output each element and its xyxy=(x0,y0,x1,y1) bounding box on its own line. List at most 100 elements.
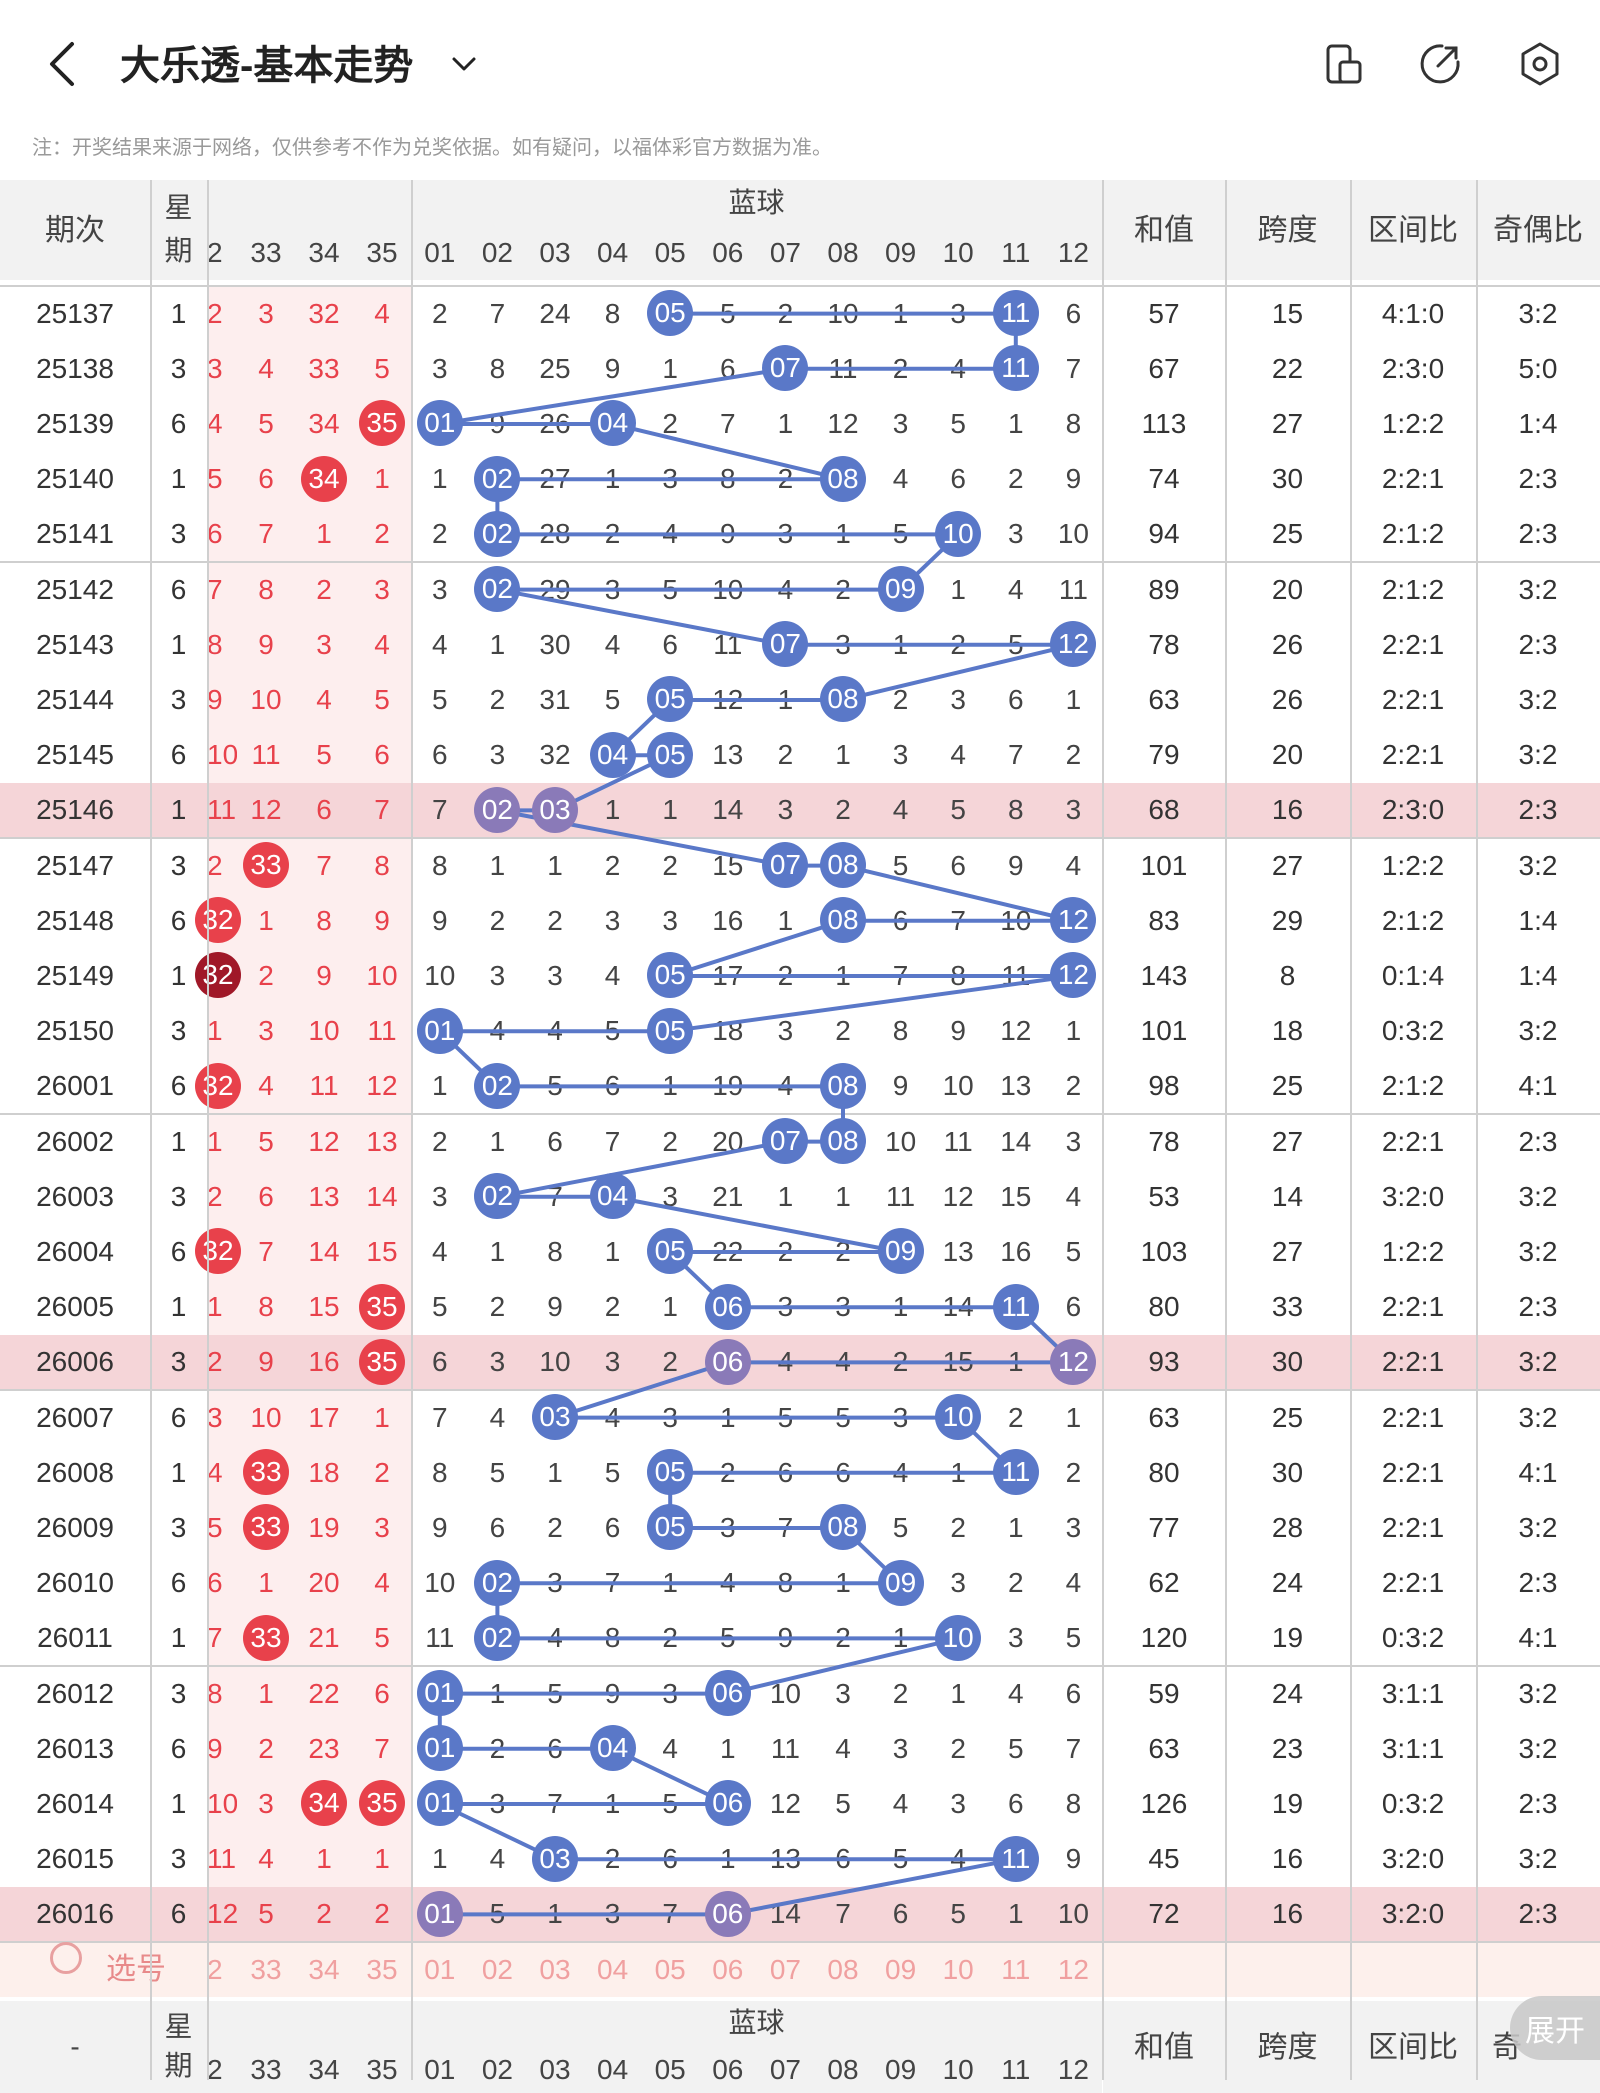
row-divider xyxy=(0,1389,1600,1391)
zone-header[interactable]: 区间比 xyxy=(1350,180,1476,280)
blue-miss-cell: 32 xyxy=(539,739,571,771)
blue-miss-cell: 9 xyxy=(950,1015,966,1047)
period-cell: 25143 xyxy=(36,628,114,660)
back-arrow-icon[interactable] xyxy=(40,36,88,92)
select-blue-option[interactable]: 08 xyxy=(827,1953,859,1985)
blue-miss-cell: 5 xyxy=(720,297,736,329)
week-cell: 1 xyxy=(170,1456,187,1488)
select-blue-option[interactable]: 01 xyxy=(424,1953,456,1985)
blue-miss-cell: 2 xyxy=(950,628,966,660)
red-miss-cell: 8 xyxy=(207,1677,223,1709)
red-miss-cell: 22 xyxy=(308,1677,340,1709)
zone-cell: 3:2:0 xyxy=(1381,1898,1445,1930)
zone-cell: 2:2:1 xyxy=(1381,739,1445,771)
blue-miss-cell: 4 xyxy=(662,518,678,550)
red-miss-cell: 2 xyxy=(316,1898,332,1930)
select-blue-option[interactable]: 03 xyxy=(539,1953,571,1985)
span-cell: 16 xyxy=(1271,794,1304,826)
period-header[interactable]: 期次 xyxy=(0,180,150,280)
sum-header[interactable]: 和值 xyxy=(1103,180,1225,280)
red-miss-cell: 13 xyxy=(308,1180,340,1212)
blue-miss-cell: 4 xyxy=(1065,1567,1082,1599)
blue-miss-cell: 3 xyxy=(432,1180,448,1212)
select-blue-option[interactable]: 04 xyxy=(597,1953,629,1985)
zone-cell: 2:3:0 xyxy=(1381,352,1445,384)
page-title[interactable]: 大乐透-基本走势 xyxy=(120,44,414,88)
blue-miss-cell: 6 xyxy=(950,463,966,495)
zone-cell: 2:2:1 xyxy=(1381,1291,1445,1323)
blue-miss-cell: 14 xyxy=(942,1291,974,1323)
select-blue-option[interactable]: 09 xyxy=(885,1953,917,1985)
red-miss-cell: 11 xyxy=(367,1015,397,1047)
red-miss-cell: 5 xyxy=(374,1622,390,1654)
footer-blue-col: 09 xyxy=(871,2047,930,2093)
sum-cell: 143 xyxy=(1140,959,1188,991)
select-red-option[interactable]: 33 xyxy=(250,1953,282,1985)
select-blue-option[interactable]: 07 xyxy=(769,1953,801,1985)
select-label[interactable]: 选号 xyxy=(106,1952,166,1986)
blue-miss-cell: 1 xyxy=(950,1456,966,1488)
red-miss-cell: 11 xyxy=(207,794,237,826)
red-miss-cell: 9 xyxy=(258,628,274,660)
expand-button[interactable]: 展开 xyxy=(1510,1996,1600,2060)
blue-miss-cell: 5 xyxy=(662,573,678,605)
blue-ball: 11 xyxy=(992,1835,1039,1882)
red-col-bg xyxy=(207,672,411,728)
odd-cell: 3:2 xyxy=(1518,297,1558,329)
footer-blue-col: 05 xyxy=(641,2047,699,2093)
blue-miss-cell: 4 xyxy=(777,573,794,605)
odd-header[interactable]: 奇偶比 xyxy=(1476,180,1600,280)
red-miss-cell: 13 xyxy=(366,1125,398,1157)
red-ball: 33 xyxy=(243,1614,289,1661)
blue-miss-cell: 7 xyxy=(720,407,736,439)
red-miss-cell: 14 xyxy=(366,1180,398,1212)
blue-miss-cell: 3 xyxy=(720,1511,736,1543)
red-miss-cell: 2 xyxy=(316,573,332,605)
red-miss-cell: 11 xyxy=(251,739,281,771)
select-blue-option[interactable]: 11 xyxy=(1001,1953,1031,1985)
select-blue-option[interactable]: 02 xyxy=(481,1953,513,1985)
red-col-header: 2 xyxy=(207,226,237,280)
settings-icon[interactable] xyxy=(1516,40,1564,88)
layout-switch-icon[interactable] xyxy=(1320,40,1368,88)
blue-miss-cell: 9 xyxy=(892,1070,909,1102)
odd-cell: 2:3 xyxy=(1518,794,1558,826)
span-header[interactable]: 跨度 xyxy=(1225,180,1350,280)
blue-ball: 08 xyxy=(820,676,866,723)
select-red-option[interactable]: 34 xyxy=(308,1953,340,1985)
blue-miss-cell: 5 xyxy=(1065,1622,1082,1654)
red-miss-cell: 1 xyxy=(207,1125,223,1157)
red-col-bg xyxy=(207,893,411,949)
span-cell: 20 xyxy=(1271,739,1304,771)
sum-cell: 103 xyxy=(1140,1235,1188,1267)
sort-icon[interactable] xyxy=(108,214,126,246)
period-cell: 26006 xyxy=(36,1346,114,1378)
select-blue-option[interactable]: 06 xyxy=(712,1953,744,1985)
period-cell: 25145 xyxy=(36,739,114,771)
blue-miss-cell: 3 xyxy=(892,1732,909,1764)
select-red-option[interactable]: 35 xyxy=(366,1953,398,1985)
select-circle-icon[interactable] xyxy=(50,1942,82,1974)
chevron-down-icon[interactable] xyxy=(448,48,480,80)
period-cell: 25142 xyxy=(36,573,114,605)
row-divider xyxy=(0,1113,1600,1115)
blue-miss-cell: 27 xyxy=(539,463,571,495)
blue-miss-cell: 3 xyxy=(662,1180,678,1212)
footer-red-col: 2 xyxy=(207,2047,237,2093)
blue-miss-cell: 2 xyxy=(662,407,678,439)
week-cell: 3 xyxy=(170,1346,187,1378)
blue-miss-cell: 12 xyxy=(942,1180,974,1212)
select-red-option[interactable]: 2 xyxy=(207,1953,223,1985)
blue-miss-cell: 1 xyxy=(777,407,794,439)
odd-cell: 3:2 xyxy=(1518,1511,1558,1543)
select-blue-option[interactable]: 12 xyxy=(1057,1953,1089,1985)
blue-miss-cell: 4 xyxy=(892,463,909,495)
blue-miss-cell: 4 xyxy=(950,1843,966,1875)
select-blue-option[interactable]: 05 xyxy=(654,1953,686,1985)
blue-miss-cell: 9 xyxy=(1065,463,1082,495)
blue-ball: 09 xyxy=(877,1559,924,1606)
select-blue-option[interactable]: 10 xyxy=(942,1953,974,1985)
blue-miss-cell: 1 xyxy=(604,1235,621,1267)
blue-miss-cell: 10 xyxy=(942,1070,974,1102)
share-icon[interactable] xyxy=(1416,40,1464,88)
